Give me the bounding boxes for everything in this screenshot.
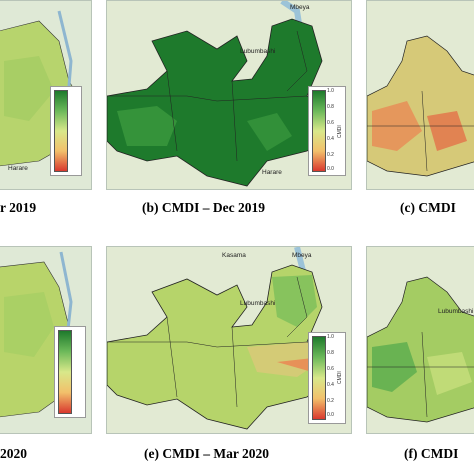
colorbar-a (54, 90, 68, 172)
tick-e-3: 0.4 (327, 382, 334, 388)
caption-b: (b) CMDI – Dec 2019 (142, 200, 265, 215)
caption-c: (c) CMDI (400, 200, 456, 215)
city-lubumbashi-b: Lubumbashi (240, 48, 276, 55)
map-panel-b (106, 0, 352, 190)
tick-b-2: 0.6 (327, 120, 334, 126)
caption-e: (e) CMDI – Mar 2020 (144, 446, 269, 461)
caption-d: 2020 (0, 446, 27, 461)
city-harare-b: Harare (262, 169, 282, 176)
tick-e-2: 0.6 (327, 366, 334, 372)
city-kasama-e: Kasama (222, 252, 246, 259)
tick-e-1: 0.8 (327, 350, 334, 356)
colorbar-e (312, 336, 326, 420)
tick-b-0: 1.0 (327, 88, 334, 94)
city-harare-a: Harare (8, 165, 28, 172)
map-c-svg (367, 1, 474, 189)
city-mbeya-b: Mbeya (290, 4, 310, 11)
colorbar-b (312, 90, 326, 172)
caption-a: r 2019 (0, 200, 37, 215)
colorbar-e-label: CMDI (337, 371, 343, 384)
city-lubumbashi-e: Lubumbashi (240, 300, 276, 307)
tick-b-1: 0.8 (327, 104, 334, 110)
tick-b-5: 0.0 (327, 166, 334, 172)
city-mbeya-e: Mbeya (292, 252, 312, 259)
tick-e-0: 1.0 (327, 334, 334, 340)
city-lubumbashi-f: Lubumbashi (438, 308, 474, 315)
tick-e-4: 0.2 (327, 398, 334, 404)
colorbar-b-label: CMDI (337, 125, 343, 138)
caption-f: (f) CMDI (404, 446, 459, 461)
map-b-svg (107, 1, 351, 189)
tick-e-5: 0.0 (327, 412, 334, 418)
map-f-svg (367, 247, 474, 433)
tick-b-3: 0.4 (327, 136, 334, 142)
colorbar-d (58, 330, 72, 414)
tick-b-4: 0.2 (327, 152, 334, 158)
map-panel-c (366, 0, 474, 190)
map-panel-f (366, 246, 474, 434)
